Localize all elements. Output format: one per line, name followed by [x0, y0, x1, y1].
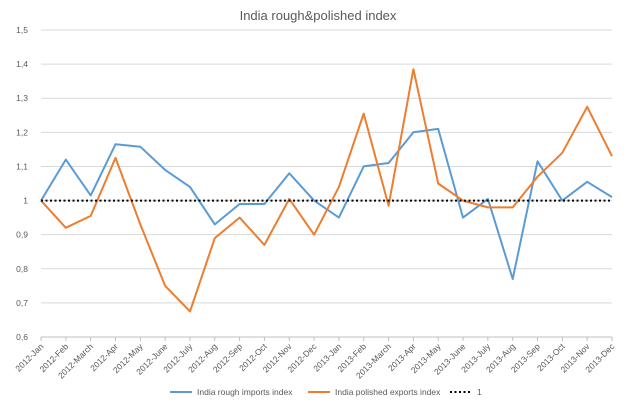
legend-label: 1 [477, 387, 482, 397]
y-tick-label: 0,6 [16, 332, 28, 342]
series-lines [40, 68, 613, 313]
y-tick-label: 1,4 [16, 59, 28, 69]
gridlines [41, 29, 612, 338]
legend: India rough imports index India polished … [170, 387, 482, 397]
y-tick-label: 1 [23, 196, 28, 206]
legend-item-2: 1 [450, 387, 482, 397]
legend-item-0: India rough imports index [170, 387, 293, 397]
series-line-1 [40, 68, 613, 313]
legend-label: India rough imports index [197, 387, 293, 397]
series-line-0 [40, 127, 613, 280]
chart-title: India rough&polished index [240, 8, 397, 23]
axes: 0,60,70,80,911,11,21,31,41,52012-Jan2012… [13, 25, 617, 380]
legend-item-1: India polished exports index [308, 387, 441, 397]
y-tick-label: 1,1 [16, 161, 28, 171]
y-tick-label: 1,3 [16, 93, 28, 103]
y-tick-label: 0,8 [16, 264, 28, 274]
y-tick-label: 1,5 [16, 25, 28, 35]
y-tick-label: 1,2 [16, 127, 28, 137]
y-tick-label: 0,9 [16, 230, 28, 240]
legend-label: India polished exports index [335, 387, 441, 397]
y-tick-label: 0,7 [16, 298, 28, 308]
